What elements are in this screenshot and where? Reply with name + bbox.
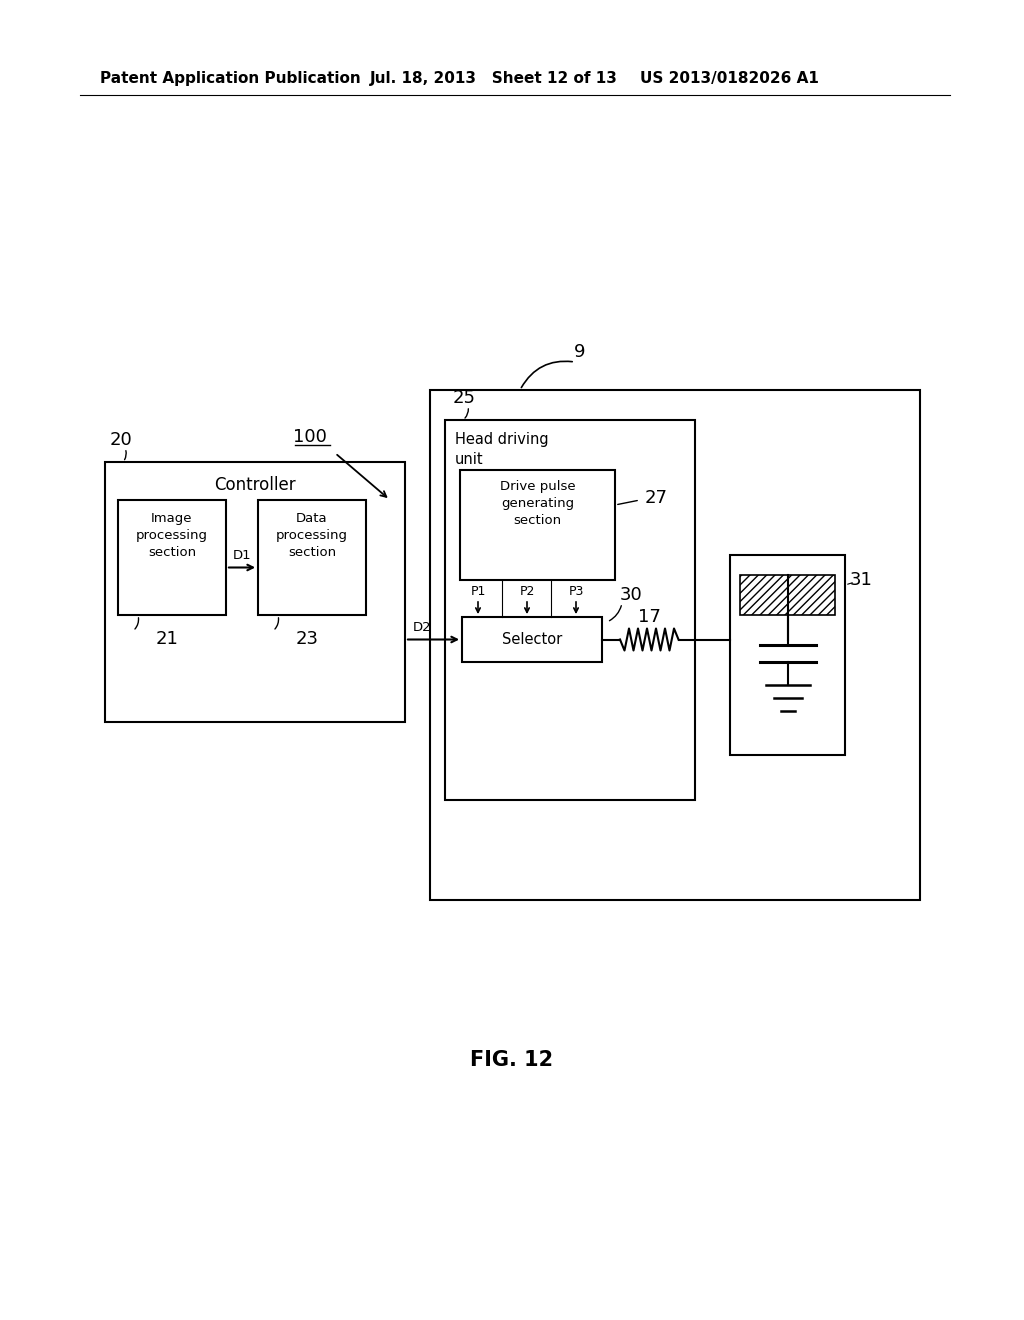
Text: P1: P1 xyxy=(470,585,485,598)
Text: Image
processing
section: Image processing section xyxy=(136,512,208,558)
Bar xyxy=(430,389,920,900)
Bar xyxy=(258,500,366,615)
Bar xyxy=(740,576,835,615)
Text: 23: 23 xyxy=(296,630,318,648)
Text: P3: P3 xyxy=(568,585,584,598)
Text: 25: 25 xyxy=(453,389,476,407)
Text: D1: D1 xyxy=(232,549,251,562)
Text: US 2013/0182026 A1: US 2013/0182026 A1 xyxy=(640,70,819,86)
Text: 17: 17 xyxy=(638,609,660,627)
Text: 31: 31 xyxy=(850,572,872,589)
Text: Patent Application Publication: Patent Application Publication xyxy=(100,70,360,86)
Text: Jul. 18, 2013   Sheet 12 of 13: Jul. 18, 2013 Sheet 12 of 13 xyxy=(370,70,617,86)
Text: 30: 30 xyxy=(620,586,643,605)
Bar xyxy=(105,462,406,722)
Text: 21: 21 xyxy=(156,630,178,648)
Text: D2: D2 xyxy=(413,620,432,634)
Text: Head driving
unit: Head driving unit xyxy=(455,432,549,467)
Text: 27: 27 xyxy=(645,488,668,507)
Text: FIG. 12: FIG. 12 xyxy=(470,1049,554,1071)
Text: Drive pulse
generating
section: Drive pulse generating section xyxy=(500,480,575,527)
Text: P2: P2 xyxy=(519,585,535,598)
Text: Selector: Selector xyxy=(502,632,562,647)
Bar xyxy=(462,616,602,663)
Text: Controller: Controller xyxy=(214,477,296,494)
Text: 9: 9 xyxy=(574,343,586,360)
Bar xyxy=(118,500,226,615)
Text: 20: 20 xyxy=(110,432,133,449)
Bar xyxy=(445,420,695,800)
Bar xyxy=(730,554,845,755)
Text: Data
processing
section: Data processing section xyxy=(276,512,348,558)
Bar xyxy=(460,470,615,579)
Text: 100: 100 xyxy=(293,428,327,446)
